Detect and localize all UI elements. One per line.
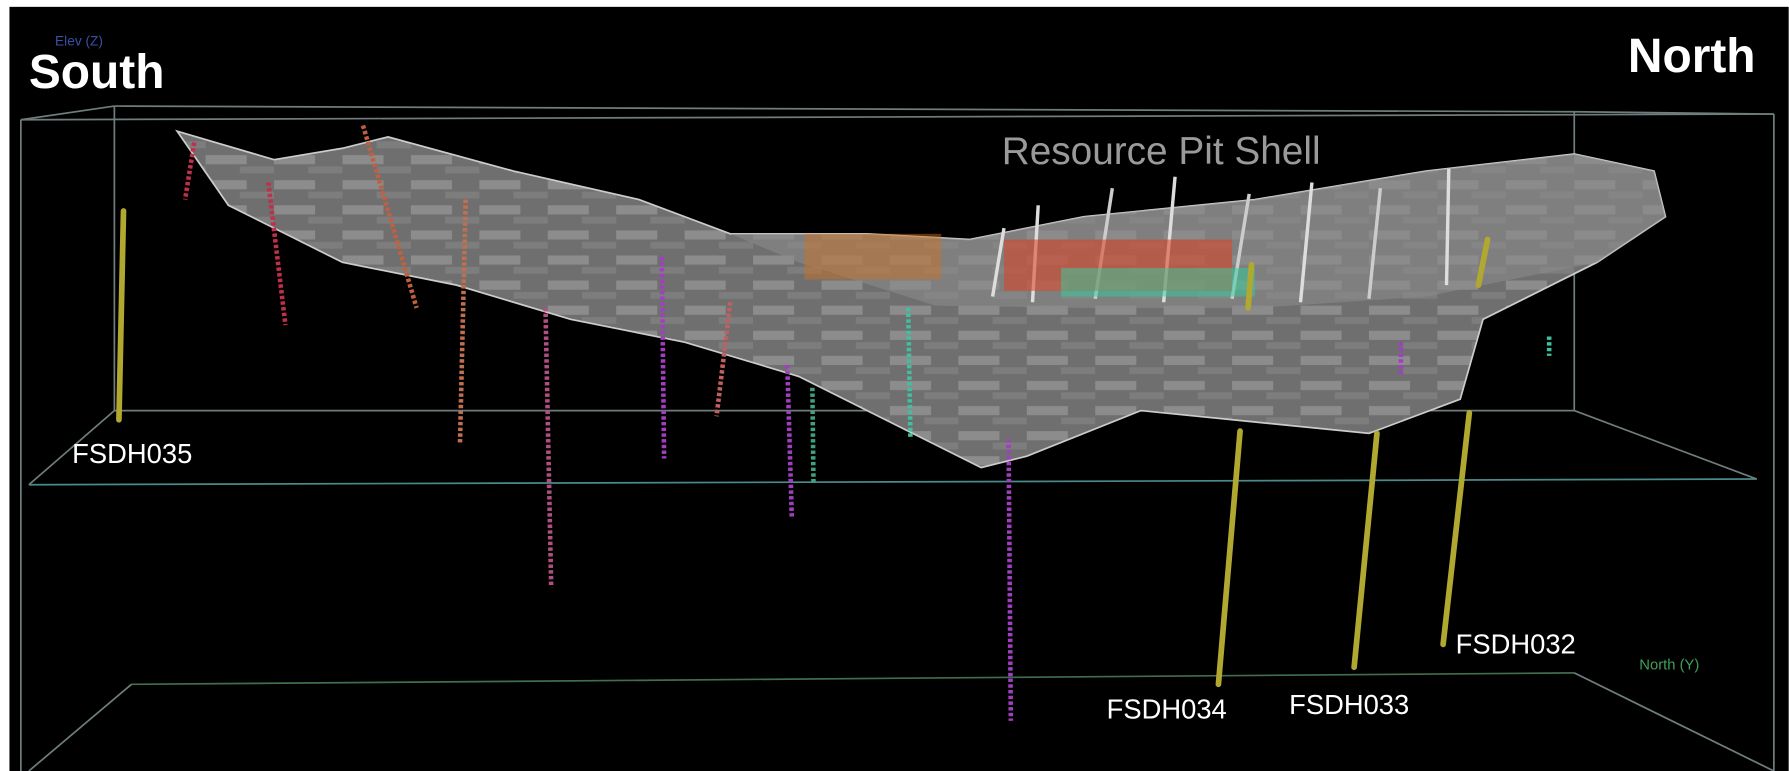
pit-floor — [730, 153, 1666, 308]
direction-label: South — [29, 46, 165, 99]
hole-label: FSDH035 — [72, 438, 192, 469]
axis-label: North (Y) — [1639, 657, 1699, 673]
direction-label: North — [1628, 30, 1756, 83]
hole-label: FSDH034 — [1107, 694, 1227, 725]
pit-collars — [804, 168, 1451, 303]
bounding-box — [19, 105, 1775, 771]
drill-traces — [182, 124, 1552, 721]
hole-label: FSDH033 — [1289, 689, 1409, 720]
axis-label: Elev (Z) — [55, 34, 103, 49]
pit-label: Resource Pit Shell — [1002, 130, 1321, 173]
hole-label: FSDH032 — [1456, 629, 1576, 660]
yellow-holes — [116, 208, 1491, 688]
